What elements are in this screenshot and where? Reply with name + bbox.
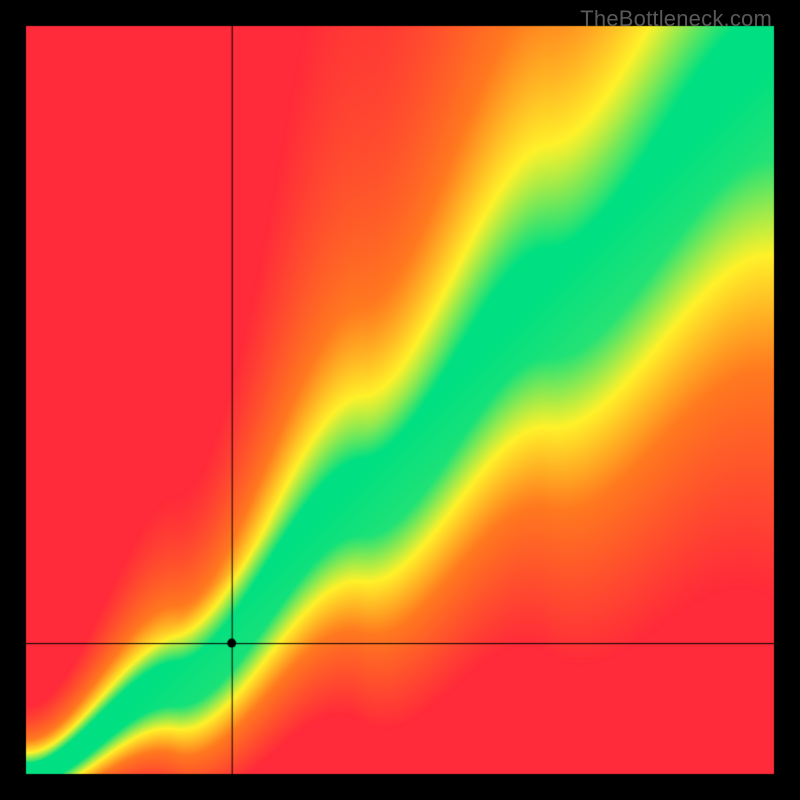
chart-container: TheBottleneck.com <box>0 0 800 800</box>
attribution-watermark: TheBottleneck.com <box>580 6 772 32</box>
bottleneck-heatmap <box>0 0 800 800</box>
